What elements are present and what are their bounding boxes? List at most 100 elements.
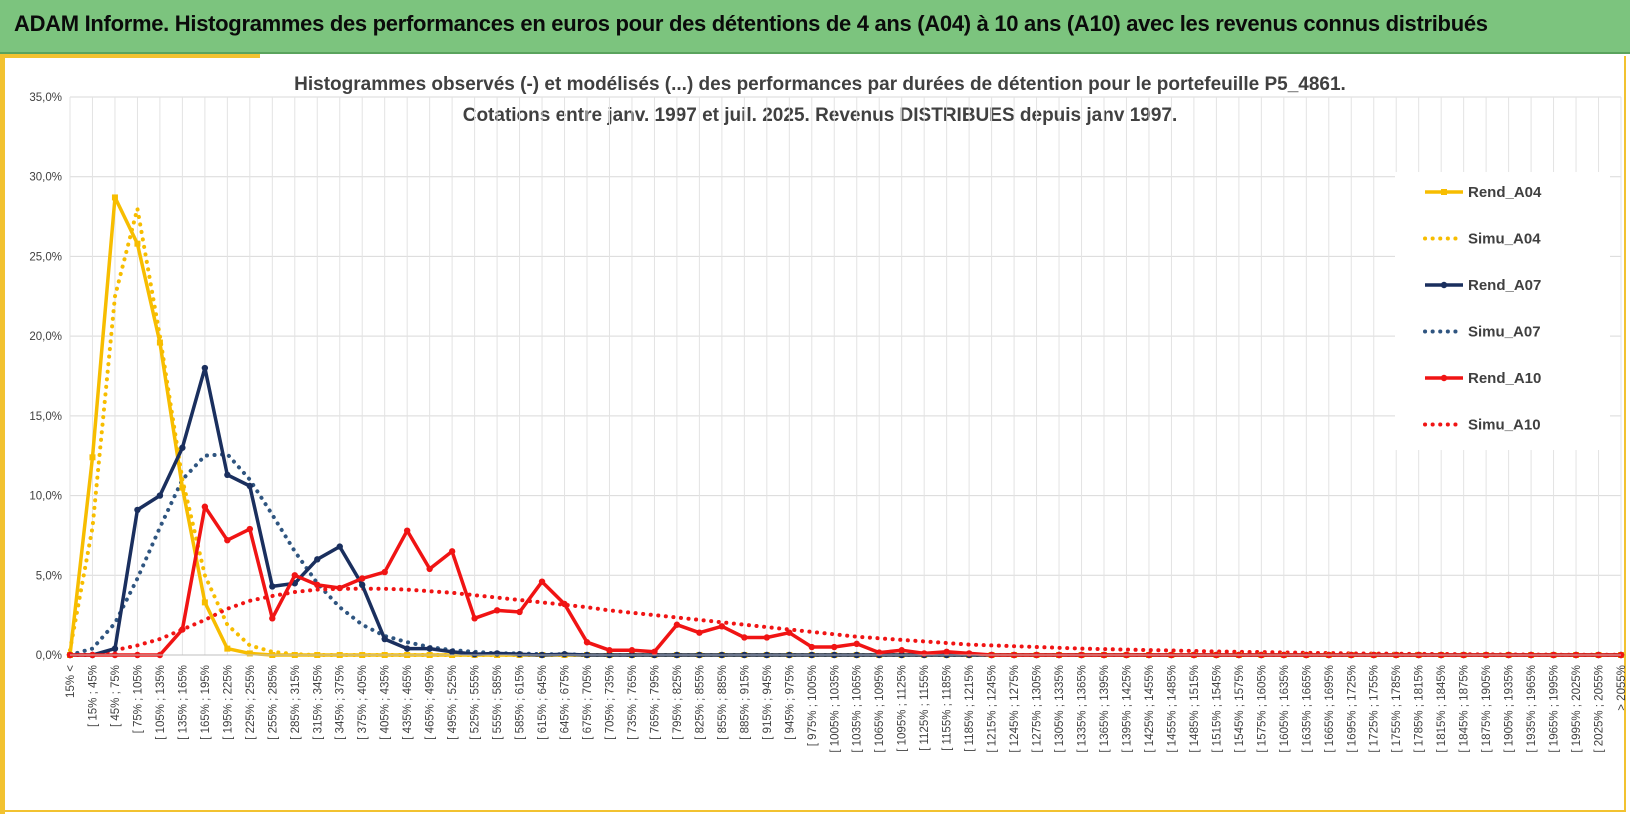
- series-line-simu-a07: [68, 452, 1623, 657]
- series-line-simu-a04: [68, 206, 1623, 657]
- legend-label: Rend_A07: [1468, 277, 1541, 294]
- x-tick-label: [ 435% ; 465%: [402, 665, 414, 740]
- data-point: [111, 645, 119, 652]
- data-point: [89, 454, 96, 461]
- legend-label: Simu_A10: [1468, 417, 1541, 434]
- data-point: [336, 543, 343, 550]
- legend-label: Simu_A04: [1468, 231, 1541, 248]
- x-tick-label: [ 195% ; 225%: [222, 665, 234, 740]
- chart-title: Histogrammes observés (-) et modélisés (…: [294, 74, 1346, 95]
- data-point: [111, 194, 118, 201]
- data-point: [920, 650, 928, 657]
- x-tick-label: [ 75% ; 105%: [132, 665, 144, 733]
- x-tick-label: [ 705% ; 735%: [604, 665, 616, 740]
- data-point: [336, 584, 343, 592]
- x-tick-label: [ 405% ; 435%: [380, 665, 392, 740]
- x-tick-label: [ 1215% ; 1245%: [987, 665, 999, 753]
- chart-subtitle: Cotations entre janv. 1997 et juil. 2025…: [463, 105, 1178, 126]
- data-point: [156, 339, 163, 346]
- x-tick-label: [ 915% ; 945%: [762, 665, 774, 740]
- series-line-rend-a04: [68, 195, 1621, 657]
- plot-area: [66, 194, 1625, 659]
- y-tick-label: 5,0%: [36, 570, 62, 582]
- grid: [69, 96, 1622, 656]
- x-tick-label: [ 1785% ; 1815%: [1414, 665, 1426, 753]
- x-tick-label: [ 465% ; 495%: [425, 665, 437, 740]
- x-tick-label: [ 1245% ; 1275%: [1009, 665, 1021, 753]
- x-tick-label: [ 135% ; 165%: [177, 665, 189, 740]
- y-tick-label: 0,0%: [36, 650, 62, 662]
- x-tick-label: [ 1125% ; 1155%: [919, 665, 931, 751]
- x-tick-label: [ 2025% ; 2055%: [1594, 665, 1606, 753]
- data-point: [763, 634, 771, 641]
- data-point: [269, 583, 276, 590]
- data-point: [179, 484, 186, 491]
- data-point: [291, 572, 298, 579]
- data-point: [381, 568, 388, 576]
- x-tick-label: [ 645% ; 675%: [560, 665, 572, 740]
- data-point: [426, 565, 433, 573]
- data-point: [156, 492, 164, 499]
- y-tick-label: 10,0%: [29, 491, 62, 503]
- data-point: [201, 599, 208, 606]
- data-point: [493, 607, 501, 614]
- x-tick-label: [ 1725% ; 1755%: [1369, 665, 1381, 753]
- x-tick-label: [ 1545% ; 1575%: [1234, 665, 1246, 753]
- data-point: [583, 639, 591, 646]
- data-point: [426, 645, 433, 652]
- y-tick-label: 20,0%: [29, 331, 62, 343]
- x-tick-label: [ 795% ; 825%: [672, 665, 684, 740]
- x-tick-label: [ 1455% ; 1485%: [1166, 665, 1178, 753]
- data-point: [471, 615, 478, 622]
- x-tick-label: [ 45% ; 75%: [110, 665, 122, 727]
- data-point: [201, 364, 209, 372]
- x-tick-label: [ 615% ; 645%: [537, 665, 549, 740]
- legend-marker: [1440, 281, 1448, 289]
- x-tick-label: [ 345% ; 375%: [335, 665, 347, 740]
- data-point: [786, 629, 793, 636]
- x-tick-label: [ 105% ; 135%: [155, 665, 167, 740]
- data-point: [853, 640, 860, 648]
- x-tick-label: [ 1635% ; 1665%: [1301, 665, 1313, 753]
- data-point: [471, 651, 478, 658]
- x-tick-label: [ 1155% ; 1185%: [942, 665, 954, 751]
- x-tick-label: [ 825% ; 855%: [694, 665, 706, 740]
- data-point: [831, 643, 838, 651]
- y-tick-label: 15,0%: [29, 411, 62, 423]
- x-tick-label: [ 255% ; 285%: [267, 665, 279, 740]
- x-tick-label: [ 1515% ; 1545%: [1211, 665, 1223, 753]
- y-tick-label: 35,0%: [29, 92, 62, 104]
- legend-label: Simu_A07: [1468, 324, 1541, 341]
- data-point: [224, 645, 231, 652]
- x-tick-label: [ 225% ; 255%: [245, 665, 257, 740]
- x-tick-label: [ 165% ; 195%: [200, 665, 212, 740]
- data-point: [314, 556, 321, 563]
- x-tick-label: [ 1965% ; 1995%: [1549, 665, 1561, 753]
- x-tick-label: [ 1905% ; 1935%: [1504, 665, 1516, 753]
- data-point: [876, 649, 883, 656]
- x-tick-label: [ 1755% ; 1785%: [1391, 665, 1403, 753]
- x-tick-label: [ 1275% ; 1305%: [1032, 665, 1044, 753]
- legend: Rend_A04 Simu_A04 Rend_A07 Simu_A07 Rend_A10…: [1395, 172, 1610, 450]
- data-point: [448, 548, 456, 555]
- data-point: [696, 629, 703, 636]
- series-line-rend-a07: [70, 366, 1621, 657]
- data-point: [359, 581, 366, 589]
- data-point: [246, 482, 254, 490]
- data-point: [314, 581, 321, 589]
- x-tick-label: [ 735% ; 765%: [627, 665, 639, 740]
- x-tick-label: [ 1305% ; 1335%: [1054, 665, 1066, 753]
- x-tick-label: [ 1365% ; 1395%: [1099, 665, 1111, 753]
- x-tick-label: [ 315% ; 345%: [312, 665, 324, 740]
- x-tick-label: [ 1935% ; 1965%: [1526, 665, 1538, 753]
- data-point: [448, 648, 456, 656]
- x-tick-label: [ 1425% ; 1455%: [1144, 665, 1156, 753]
- data-point: [179, 626, 186, 633]
- data-point: [673, 621, 681, 628]
- title-bar: ADAM Informe. Histogrammes des performan…: [0, 0, 1630, 54]
- data-point: [224, 471, 231, 479]
- x-tick-label: [ 1665% ; 1695%: [1324, 665, 1336, 753]
- x-tick-label: [ 1485% ; 1515%: [1189, 665, 1201, 753]
- data-point: [134, 240, 141, 247]
- x-tick-label: [ 15% ; 45%: [87, 665, 99, 727]
